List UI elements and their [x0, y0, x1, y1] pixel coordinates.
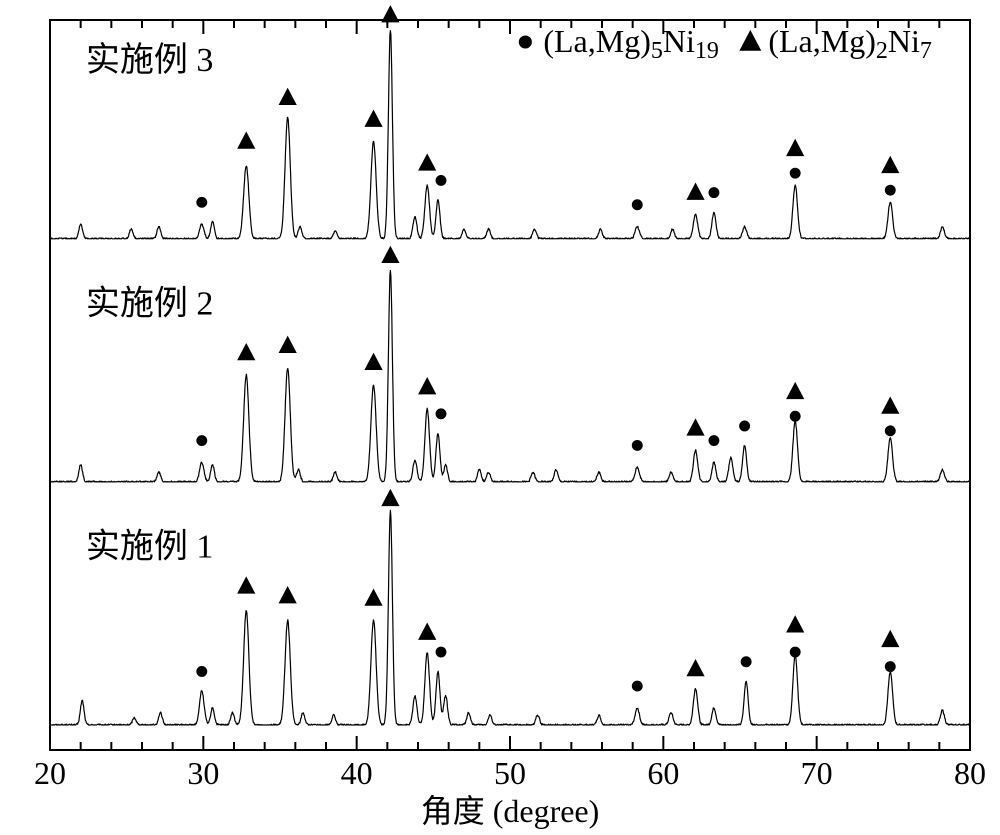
phase-marker-triangle: [365, 354, 382, 370]
phase-marker-triangle: [740, 31, 760, 50]
phase-marker-circle: [436, 647, 446, 657]
chart-container: 20 30 40 50 60 70 80 角度 (degree) 实施例 3 实施例 2 实施例 1…: [0, 0, 1000, 835]
phase-marker-triangle: [787, 616, 804, 632]
phase-marker-circle: [790, 168, 800, 178]
phase-marker-circle: [436, 409, 446, 419]
phase-marker-triangle: [882, 398, 899, 414]
x-axis-label: 角度 (degree): [421, 793, 600, 829]
phase-marker-circle: [197, 436, 207, 446]
phase-marker-circle: [885, 662, 895, 672]
phase-marker-circle: [790, 411, 800, 421]
series-label: 实施例 3: [86, 41, 214, 79]
phase-marker-triangle: [238, 577, 255, 593]
phase-marker-triangle: [787, 140, 804, 156]
phase-marker-triangle: [279, 337, 296, 353]
phase-marker-circle: [197, 197, 207, 207]
x-tick-label: 80: [954, 755, 986, 791]
x-tick-label: 60: [647, 755, 679, 791]
legend-label: (La,Mg)5Ni19: [543, 23, 719, 64]
phase-marker-circle: [885, 426, 895, 436]
phase-marker-triangle: [882, 157, 899, 173]
phase-marker-circle: [885, 185, 895, 195]
phase-marker-circle: [790, 647, 800, 657]
phase-marker-triangle: [238, 133, 255, 149]
phase-marker-triangle: [238, 344, 255, 360]
phase-marker-triangle: [882, 631, 899, 647]
phase-marker-triangle: [382, 6, 399, 22]
x-tick-label: 70: [801, 755, 833, 791]
phase-marker-circle: [740, 421, 750, 431]
x-tick-label: 50: [494, 755, 526, 791]
phase-marker-circle: [519, 36, 531, 48]
phase-marker-triangle: [419, 154, 436, 170]
phase-marker-triangle: [419, 624, 436, 640]
phase-marker-triangle: [787, 383, 804, 399]
phase-marker-circle: [709, 436, 719, 446]
phase-marker-triangle: [382, 247, 399, 263]
phase-marker-triangle: [382, 490, 399, 506]
phase-marker-triangle: [279, 89, 296, 105]
xrd-chart: 20 30 40 50 60 70 80 角度 (degree) 实施例 3 实施例 2 实施例 1…: [0, 0, 1000, 835]
series-label: 实施例 1: [86, 527, 214, 565]
x-tick-label: 30: [187, 755, 219, 791]
phase-marker-circle: [632, 200, 642, 210]
x-tick-label: 20: [34, 755, 66, 791]
phase-marker-circle: [632, 681, 642, 691]
phase-marker-circle: [709, 188, 719, 198]
phase-marker-circle: [632, 440, 642, 450]
phase-marker-triangle: [365, 111, 382, 127]
phase-marker-triangle: [365, 590, 382, 606]
phase-marker-triangle: [687, 660, 704, 676]
phase-marker-triangle: [419, 378, 436, 394]
legend-label: (La,Mg)2Ni7: [768, 23, 932, 64]
phase-marker-triangle: [687, 184, 704, 200]
phase-marker-circle: [436, 175, 446, 185]
phase-marker-triangle: [687, 419, 704, 435]
x-tick-label: 40: [341, 755, 373, 791]
phase-marker-triangle: [279, 587, 296, 603]
phase-marker-circle: [197, 667, 207, 677]
phase-marker-circle: [741, 657, 751, 667]
series-label: 实施例 2: [86, 284, 214, 322]
